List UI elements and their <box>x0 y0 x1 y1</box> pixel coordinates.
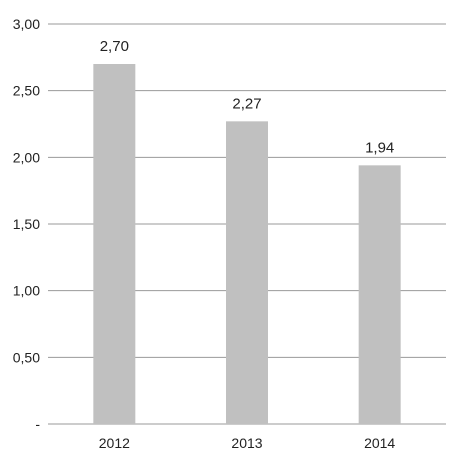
y-axis-tick-labels: - 0,50 1,00 1,50 2,00 2,50 3,00 <box>13 16 41 432</box>
y-tick-label: 2,00 <box>13 149 40 165</box>
data-label-2013: 2,27 <box>232 95 261 112</box>
y-tick-label: 2,50 <box>13 83 40 99</box>
bars <box>93 64 401 425</box>
y-tick-label: 1,50 <box>13 216 40 232</box>
data-labels: 2,70 2,27 1,94 <box>100 38 395 156</box>
y-tick-label: 1,00 <box>13 283 40 299</box>
x-axis-tick-labels: 2012 2013 2014 <box>99 435 396 451</box>
x-tick-label-2012: 2012 <box>99 435 130 451</box>
data-label-2014: 1,94 <box>365 139 394 156</box>
y-tick-label: - <box>35 416 40 432</box>
bar-2012 <box>93 64 136 424</box>
x-tick-label-2014: 2014 <box>364 435 395 451</box>
data-label-2012: 2,70 <box>100 38 129 55</box>
y-tick-label: 0,50 <box>13 349 40 365</box>
bar-2013 <box>226 121 268 424</box>
bar-2014 <box>358 165 401 425</box>
x-tick-label-2013: 2013 <box>231 435 262 451</box>
y-tick-label: 3,00 <box>13 16 40 32</box>
